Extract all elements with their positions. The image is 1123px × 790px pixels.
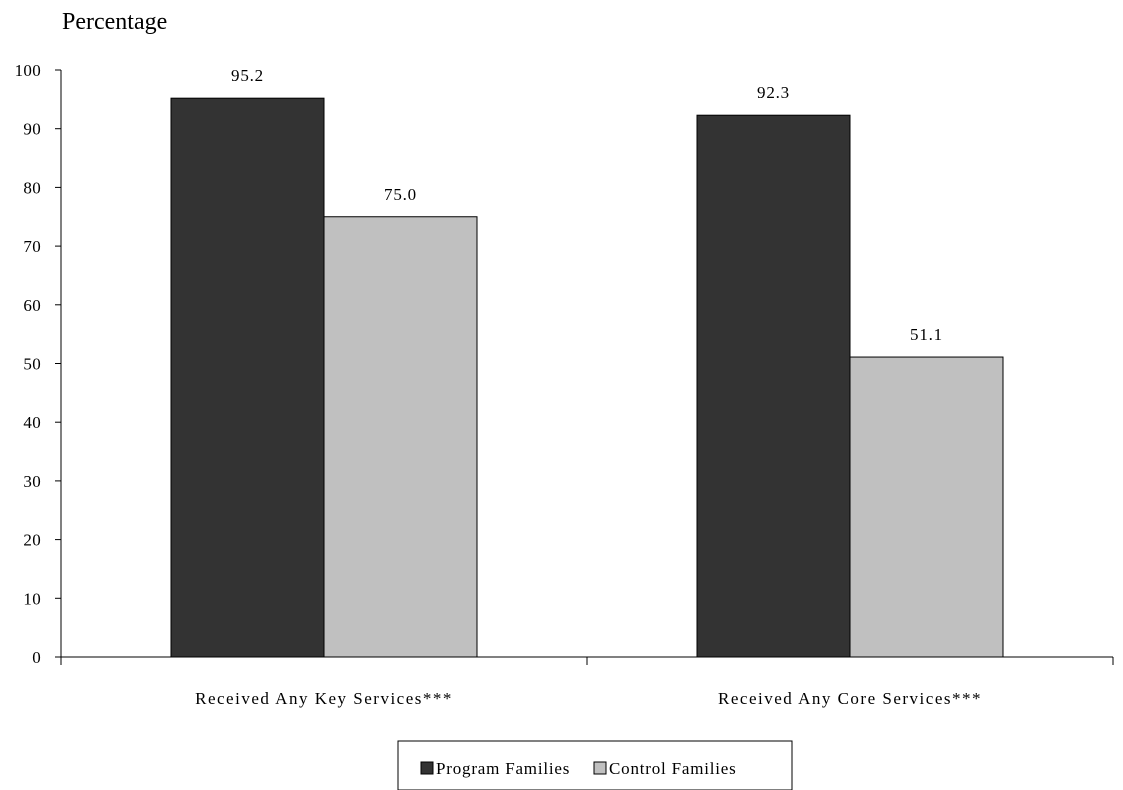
y-tick-label: 20 bbox=[23, 531, 41, 550]
y-tick-label: 0 bbox=[32, 648, 41, 667]
y-tick-label: 10 bbox=[23, 589, 41, 608]
bars: 95.2 75.0 92.3 51.1 bbox=[170, 66, 1004, 658]
axes: 0 10 20 30 40 50 60 70 80 90 100 Received Any Key S… bbox=[15, 61, 1114, 708]
x-tick-label: Received Any Core Services*** bbox=[718, 689, 982, 708]
legend-label: Program Families bbox=[436, 759, 570, 778]
y-axis-title: Percentage bbox=[62, 9, 167, 35]
legend: Program Families Control Families bbox=[397, 740, 793, 790]
bar bbox=[849, 356, 1004, 658]
y-tick-label: 100 bbox=[15, 61, 41, 80]
legend-items: Program Families Control Families bbox=[420, 759, 737, 778]
y-tick-label: 30 bbox=[23, 472, 41, 491]
y-tick-label: 90 bbox=[23, 120, 41, 139]
y-tick-label: 60 bbox=[23, 296, 41, 315]
data-label: 95.2 bbox=[231, 66, 264, 85]
data-label: 75.0 bbox=[384, 185, 417, 204]
legend-label: Control Families bbox=[609, 759, 737, 778]
y-tick-label: 40 bbox=[23, 413, 41, 432]
bar bbox=[696, 114, 851, 658]
bar bbox=[323, 216, 478, 658]
legend-swatch bbox=[593, 761, 607, 775]
x-tick-label: Received Any Key Services*** bbox=[195, 689, 453, 708]
data-label: 92.3 bbox=[757, 83, 790, 102]
y-tick-label: 50 bbox=[23, 355, 41, 374]
y-tick-label: 80 bbox=[23, 178, 41, 197]
y-tick-label: 70 bbox=[23, 237, 41, 256]
data-label: 51.1 bbox=[910, 325, 943, 344]
legend-swatch bbox=[420, 761, 434, 775]
bar bbox=[170, 97, 325, 658]
